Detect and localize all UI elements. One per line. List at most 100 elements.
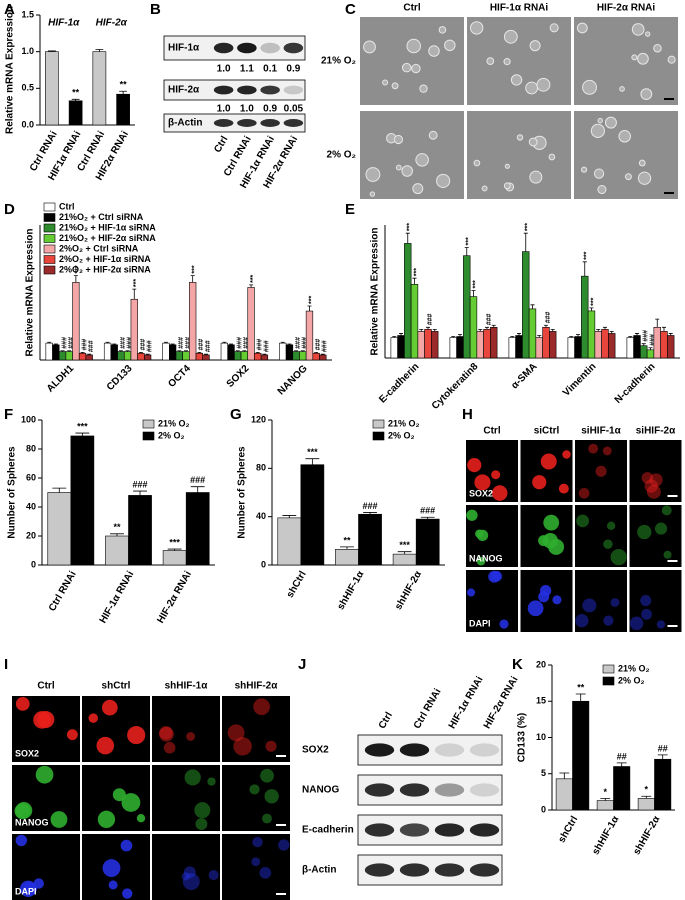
x-tick-label: Ctrl RNAi (47, 569, 79, 613)
bar (162, 550, 187, 566)
bar (300, 464, 325, 566)
legend-label: 21%O₂ + HIF-1α siRNA (59, 222, 156, 232)
stained-cell (88, 713, 98, 723)
blot-band (434, 863, 465, 877)
cell-sphere (653, 43, 662, 53)
y-tick-label: 80 (256, 463, 266, 473)
stained-cell (661, 505, 672, 516)
cell-sphere (365, 167, 381, 182)
cell-sphere (516, 134, 524, 141)
significance-mark: ### (263, 340, 270, 352)
stained-cell (15, 697, 30, 711)
bar (299, 351, 307, 361)
blot-row-label: NANOG (302, 785, 339, 796)
x-tick-label: α-SMA (509, 361, 539, 391)
error-bar (87, 353, 92, 355)
bar (456, 336, 464, 359)
y-axis-label: Relative mRNA Expression (370, 227, 381, 355)
stained-cell (548, 538, 565, 555)
cell-sphere (419, 84, 428, 93)
significance-mark: ### (198, 339, 205, 351)
stained-cell (227, 724, 245, 742)
cell-sphere (631, 54, 638, 61)
bar (240, 351, 249, 361)
stained-cell (543, 514, 560, 531)
cell-sphere (582, 79, 597, 95)
column-label: siHIF-2α (636, 426, 676, 437)
error-bar (132, 288, 137, 300)
panel-letter: G (230, 406, 242, 423)
legend-label: 21% O₂ (618, 663, 650, 673)
micrograph (575, 440, 627, 502)
cell-sphere (667, 55, 676, 64)
significance-mark: *** (75, 265, 82, 273)
error-bar (596, 328, 601, 332)
cell-sphere (528, 137, 538, 147)
error-bar (282, 515, 297, 518)
bar (463, 255, 471, 359)
bar (78, 352, 87, 361)
stained-cell (251, 857, 261, 867)
error-bar (249, 284, 254, 288)
cell-sphere (576, 22, 588, 34)
bar (123, 351, 132, 361)
bar (417, 331, 425, 359)
bar (392, 553, 417, 566)
bar (312, 352, 320, 361)
stained-cell (101, 699, 118, 716)
significance-mark: *** (466, 237, 473, 245)
blot-band (399, 743, 430, 757)
channel-label: NANOG (15, 817, 49, 827)
cell-sphere (503, 29, 518, 44)
cell-sphere (597, 185, 607, 195)
error-bar (314, 352, 319, 354)
significance-mark: ### (420, 506, 435, 516)
significance-mark: ### (643, 330, 650, 342)
bar (587, 310, 596, 359)
y-tick-label: 0.0 (21, 119, 34, 129)
stained-cell (159, 726, 174, 742)
micrograph (629, 570, 682, 632)
legend-label: 2%O₂ + Ctrl siRNA (59, 243, 139, 253)
error-bar (655, 318, 660, 328)
column-label: Ctrl (37, 681, 54, 692)
x-tick-label: Cytokeratin8 (430, 361, 481, 412)
bar (305, 310, 314, 361)
cell-sphere (436, 173, 451, 188)
bar (45, 342, 53, 361)
stained-cell (582, 598, 597, 613)
panel-letter: D (4, 201, 15, 218)
legend-label: 21% O₂ (388, 418, 420, 428)
column-label: HIF-1α RNAi (490, 3, 549, 14)
band-quantity: 1.0 (240, 104, 254, 115)
column-label: shHIF-2α (235, 681, 279, 692)
error-bar (222, 341, 227, 344)
significance-mark: ### (486, 314, 493, 326)
bar (85, 354, 93, 361)
bar (247, 287, 255, 361)
stained-cell (576, 514, 589, 528)
cell-sphere (395, 164, 402, 171)
stained-cell (260, 768, 274, 783)
bar (220, 342, 229, 361)
error-bar (559, 772, 570, 779)
stained-cell (33, 878, 44, 889)
significance-mark: *** (169, 537, 180, 547)
blot-band (434, 783, 465, 797)
blot-frame (163, 113, 306, 133)
band-quantity: 1.0 (217, 64, 231, 75)
error-bar (47, 50, 56, 52)
error-bar (628, 336, 633, 338)
cell-sphere (590, 123, 605, 138)
stained-cell (610, 548, 627, 566)
error-bar (432, 328, 437, 332)
bar (72, 282, 80, 361)
bar (279, 342, 287, 361)
significance-mark: *** (308, 296, 315, 304)
bar (490, 327, 498, 359)
bar (626, 337, 634, 359)
stained-cell (252, 836, 263, 848)
legend-swatch (43, 223, 56, 233)
error-bar (575, 334, 581, 337)
cell-sphere (415, 153, 429, 167)
